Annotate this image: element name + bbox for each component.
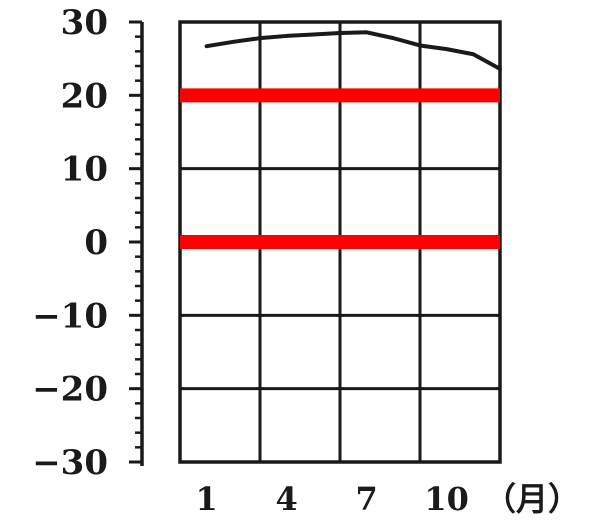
- y-tick-label-6: −30: [32, 443, 108, 483]
- y-tick-label-4: −10: [32, 296, 108, 336]
- series-point: [258, 36, 262, 40]
- y-axis: 30 20 10 0 −10 −20 −30: [32, 3, 144, 483]
- series-point: [311, 32, 315, 36]
- series-point: [285, 34, 289, 38]
- x-axis: 1 4 7 10: [196, 480, 469, 518]
- series-layer: [204, 30, 502, 71]
- series-point: [471, 52, 475, 56]
- series-point: [205, 44, 209, 48]
- x-tick-label-0: 1: [196, 480, 218, 518]
- x-tick-label-3: 10: [424, 480, 469, 518]
- series-point: [498, 67, 502, 71]
- x-tick-label-2: 7: [356, 480, 378, 518]
- y-tick-label-1: 20: [61, 76, 108, 116]
- y-tick-label-5: −20: [32, 370, 108, 410]
- series-line-0: [204, 30, 502, 71]
- y-tick-label-2: 10: [61, 150, 108, 190]
- series-point: [418, 43, 422, 47]
- reference-lines: [180, 88, 500, 249]
- series-point: [231, 40, 235, 44]
- series-point: [391, 36, 395, 40]
- series-point: [365, 30, 369, 34]
- series-point: [338, 31, 342, 35]
- series-point: [445, 47, 449, 51]
- y-tick-label-0: 30: [61, 3, 108, 43]
- y-tick-label-3: 0: [84, 223, 108, 263]
- x-tick-label-1: 4: [276, 480, 298, 518]
- x-unit-label: （月）: [484, 480, 580, 518]
